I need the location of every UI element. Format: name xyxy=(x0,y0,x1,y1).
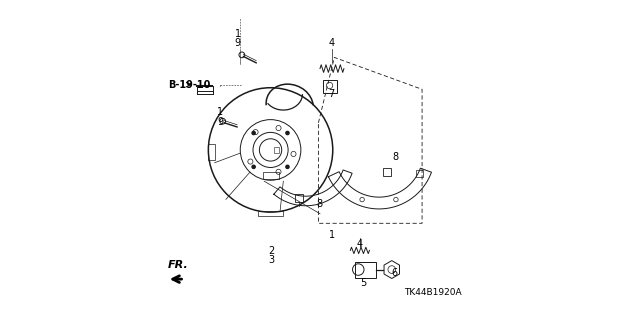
Text: 1: 1 xyxy=(218,108,223,117)
Text: TK44B1920A: TK44B1920A xyxy=(404,288,462,297)
Text: 3: 3 xyxy=(268,255,275,265)
Text: 1: 1 xyxy=(329,230,335,240)
Text: 7: 7 xyxy=(329,89,335,99)
Circle shape xyxy=(252,165,255,168)
Circle shape xyxy=(286,165,289,168)
Text: 9: 9 xyxy=(235,38,241,48)
Text: 8: 8 xyxy=(393,152,399,162)
Text: 4: 4 xyxy=(357,239,363,249)
Text: 2: 2 xyxy=(268,246,275,256)
Text: B-19-10: B-19-10 xyxy=(168,79,211,90)
Text: 6: 6 xyxy=(391,268,397,278)
Text: 4: 4 xyxy=(329,38,335,48)
Text: 1: 1 xyxy=(235,29,241,39)
Text: 8: 8 xyxy=(316,199,322,209)
Circle shape xyxy=(252,131,255,135)
Text: 5: 5 xyxy=(360,278,366,287)
Text: FR.: FR. xyxy=(168,260,188,270)
Circle shape xyxy=(286,131,289,135)
Text: 9: 9 xyxy=(218,117,223,127)
